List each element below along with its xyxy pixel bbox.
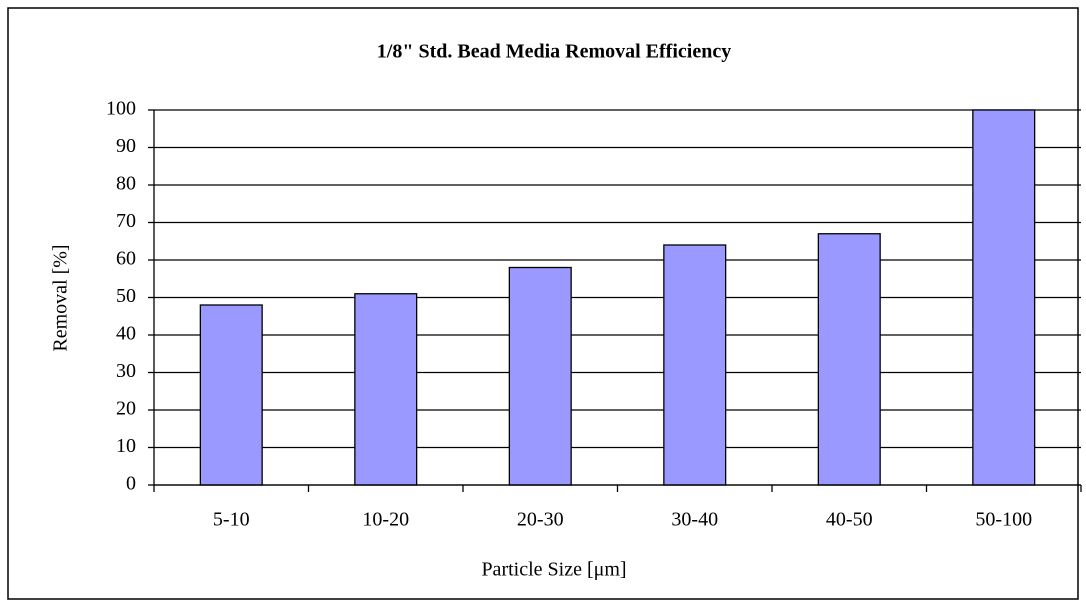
bar bbox=[508, 266, 572, 486]
y-tick-label: 90 bbox=[116, 135, 136, 157]
x-tick-label: 30-40 bbox=[671, 509, 718, 531]
bar bbox=[354, 293, 418, 486]
y-tick-label: 10 bbox=[116, 435, 136, 457]
x-tick-label: 5-10 bbox=[213, 509, 250, 531]
bar bbox=[817, 233, 881, 486]
bar bbox=[663, 244, 727, 486]
bar bbox=[199, 304, 263, 486]
x-tick-label: 50-100 bbox=[975, 509, 1032, 531]
y-tick-label: 30 bbox=[116, 360, 136, 382]
x-tick-label: 10-20 bbox=[362, 509, 409, 531]
x-tick-label: 40-50 bbox=[826, 509, 873, 531]
y-tick-label: 70 bbox=[116, 210, 136, 232]
bar bbox=[972, 109, 1036, 486]
x-axis-label: Particle Size [μm] bbox=[481, 559, 626, 581]
y-tick-label: 60 bbox=[116, 248, 136, 270]
chart-title: 1/8" Std. Bead Media Removal Efficiency bbox=[377, 41, 731, 63]
y-tick-label: 0 bbox=[126, 473, 136, 495]
x-tick-label: 20-30 bbox=[517, 509, 564, 531]
y-axis-label: Removal [%] bbox=[50, 244, 72, 351]
y-tick-label: 50 bbox=[116, 285, 136, 307]
y-tick-label: 20 bbox=[116, 398, 136, 420]
y-tick-label: 40 bbox=[116, 323, 136, 345]
y-tick-label: 100 bbox=[106, 98, 136, 120]
y-tick-label: 80 bbox=[116, 173, 136, 195]
